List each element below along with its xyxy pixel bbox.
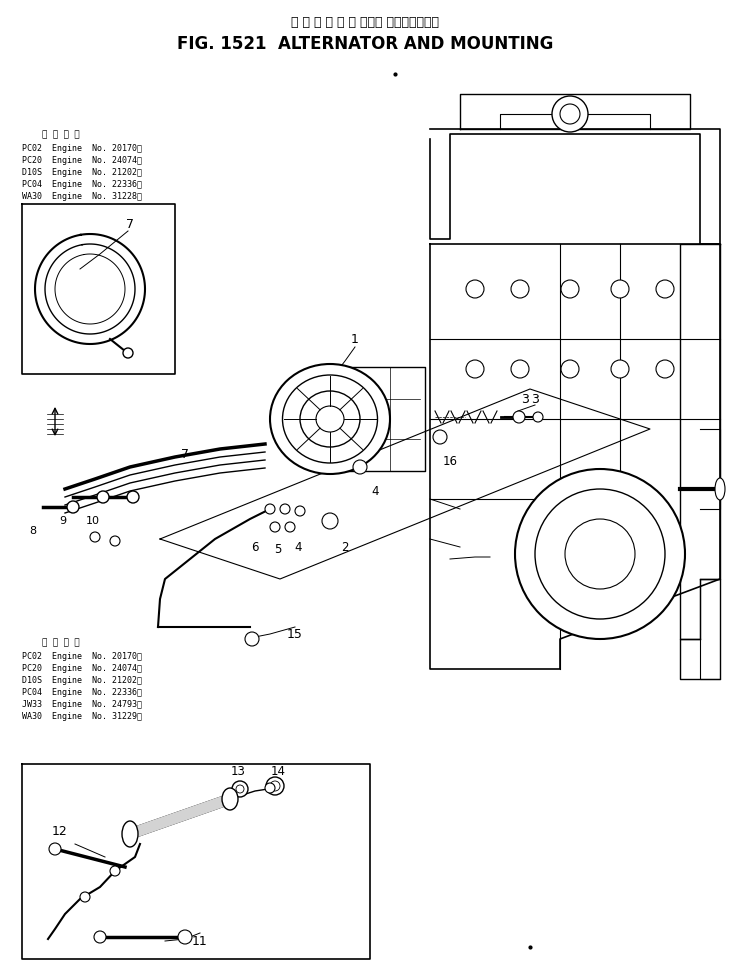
Text: PC20  Engine  No. 24074～: PC20 Engine No. 24074～	[22, 156, 142, 165]
Circle shape	[94, 931, 106, 943]
Circle shape	[322, 513, 338, 529]
Circle shape	[561, 281, 579, 298]
Circle shape	[232, 781, 248, 797]
Text: 7: 7	[126, 218, 134, 231]
Ellipse shape	[222, 788, 238, 810]
Text: WA30  Engine  No. 31229～: WA30 Engine No. 31229～	[22, 711, 142, 720]
Circle shape	[266, 778, 284, 795]
Text: 3: 3	[521, 393, 529, 406]
Circle shape	[236, 785, 244, 793]
Ellipse shape	[122, 822, 138, 847]
Text: 16: 16	[442, 455, 458, 468]
Circle shape	[90, 532, 100, 543]
Text: PC04  Engine  No. 22336～: PC04 Engine No. 22336～	[22, 180, 142, 189]
Circle shape	[561, 361, 579, 378]
Circle shape	[433, 430, 447, 445]
Ellipse shape	[715, 478, 725, 501]
Text: 6: 6	[251, 541, 258, 554]
Circle shape	[97, 492, 109, 504]
Circle shape	[127, 492, 139, 504]
Circle shape	[270, 781, 280, 791]
Text: 1: 1	[351, 333, 359, 346]
Ellipse shape	[283, 376, 377, 464]
Text: 3: 3	[531, 393, 539, 406]
Text: FIG. 1521  ALTERNATOR AND MOUNTING: FIG. 1521 ALTERNATOR AND MOUNTING	[177, 35, 553, 53]
Text: WA30  Engine  No. 31228～: WA30 Engine No. 31228～	[22, 192, 142, 200]
Text: 適 用 号 機: 適 用 号 機	[42, 130, 80, 139]
Circle shape	[295, 507, 305, 516]
Text: 14: 14	[271, 764, 285, 778]
Circle shape	[656, 361, 674, 378]
Circle shape	[265, 783, 275, 793]
Ellipse shape	[270, 365, 390, 474]
Circle shape	[535, 490, 665, 619]
Circle shape	[353, 461, 367, 474]
Circle shape	[513, 412, 525, 423]
Circle shape	[270, 522, 280, 532]
Circle shape	[552, 97, 588, 133]
Circle shape	[123, 348, 133, 359]
Circle shape	[110, 867, 120, 876]
Text: D10S  Engine  No. 21202～: D10S Engine No. 21202～	[22, 168, 142, 177]
Ellipse shape	[316, 407, 344, 432]
Circle shape	[560, 105, 580, 125]
Circle shape	[178, 930, 192, 944]
Text: PC20  Engine  No. 24074～: PC20 Engine No. 24074～	[22, 663, 142, 672]
Text: PC04  Engine  No. 22336～: PC04 Engine No. 22336～	[22, 688, 142, 696]
Circle shape	[611, 281, 629, 298]
Circle shape	[466, 281, 484, 298]
Text: 10: 10	[86, 515, 100, 525]
Circle shape	[611, 361, 629, 378]
Circle shape	[565, 519, 635, 590]
Text: オ ル タ ネ ー タ および マウンティング: オ ル タ ネ ー タ および マウンティング	[291, 16, 439, 28]
Circle shape	[515, 469, 685, 640]
Text: PC02  Engine  No. 20170～: PC02 Engine No. 20170～	[22, 144, 142, 153]
Text: PC02  Engine  No. 20170～: PC02 Engine No. 20170～	[22, 651, 142, 660]
Circle shape	[245, 633, 259, 646]
Circle shape	[49, 843, 61, 855]
Circle shape	[67, 502, 79, 513]
Text: 7: 7	[181, 448, 189, 461]
Ellipse shape	[300, 391, 360, 448]
Text: 5: 5	[274, 543, 282, 556]
Circle shape	[285, 522, 295, 532]
Circle shape	[280, 505, 290, 514]
Text: 15: 15	[287, 628, 303, 641]
Text: 13: 13	[231, 764, 245, 778]
Text: 9: 9	[59, 515, 66, 525]
Circle shape	[466, 361, 484, 378]
Circle shape	[656, 281, 674, 298]
Text: 8: 8	[29, 525, 36, 535]
Text: 11: 11	[192, 935, 208, 948]
Circle shape	[265, 505, 275, 514]
Circle shape	[511, 281, 529, 298]
Text: JW33  Engine  No. 24793～: JW33 Engine No. 24793～	[22, 699, 142, 708]
Circle shape	[511, 361, 529, 378]
Text: 2: 2	[341, 541, 349, 554]
Text: 適 用 号 機: 適 用 号 機	[42, 638, 80, 646]
Text: 12: 12	[52, 824, 68, 837]
Circle shape	[110, 537, 120, 547]
Circle shape	[533, 413, 543, 422]
Text: 4: 4	[294, 541, 301, 554]
Text: D10S  Engine  No. 21202～: D10S Engine No. 21202～	[22, 676, 142, 685]
Text: 4: 4	[372, 485, 379, 498]
Circle shape	[80, 892, 90, 902]
